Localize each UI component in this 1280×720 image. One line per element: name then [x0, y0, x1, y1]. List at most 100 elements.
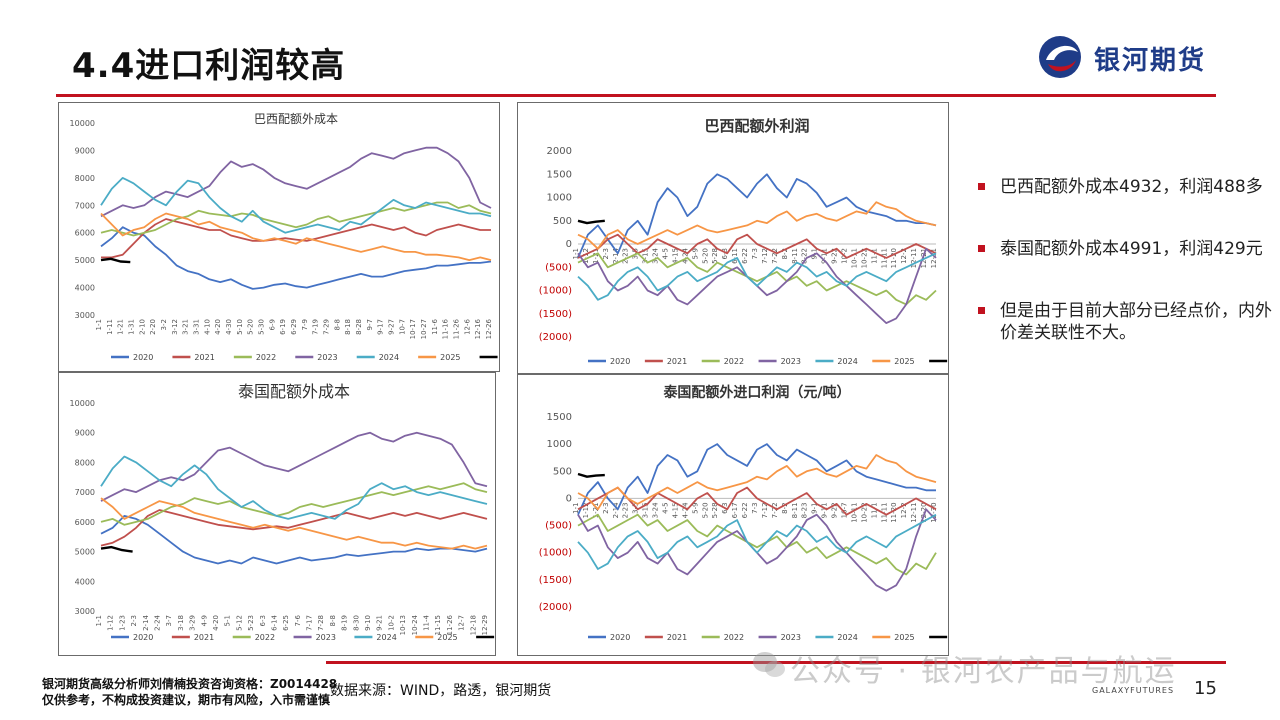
- x-tick-label: 10-24: [411, 614, 419, 635]
- y-tick-label: (1500): [539, 575, 572, 586]
- x-tick-label: 11-1: [870, 248, 878, 264]
- x-tick-label: 9-27: [388, 319, 396, 335]
- x-tick-label: 10-22: [860, 502, 868, 522]
- galaxy-logo-icon: [1039, 36, 1081, 78]
- x-tick-label: 5-20: [247, 319, 255, 335]
- logo-text: 银河期货: [1094, 46, 1207, 76]
- series-line-2021: [577, 486, 937, 516]
- y-tick-label: (2000): [539, 602, 572, 613]
- bullet-item: 泰国配额外成本4991，利润429元: [978, 238, 1278, 260]
- legend-label: 2025: [440, 353, 460, 362]
- x-tick-label: 1-1: [95, 615, 103, 626]
- bullet-item: 巴西配额外成本4932，利润488多: [978, 176, 1278, 198]
- x-tick-label: 7-22: [771, 248, 779, 264]
- x-tick-label: 3-12: [171, 319, 179, 335]
- series-line-2026: [100, 257, 131, 264]
- x-tick-label: 5-28: [711, 502, 719, 518]
- x-tick-label: 6-29: [290, 319, 298, 335]
- x-tick-label: 2-24: [153, 614, 161, 630]
- x-tick-label: 11-1: [870, 502, 878, 518]
- x-tick-label: 5-30: [258, 319, 266, 335]
- y-tick-label: (2000): [539, 332, 572, 343]
- legend-label: 2024: [837, 633, 857, 642]
- x-tick-label: 10-7: [841, 502, 849, 518]
- y-tick-label: 7000: [75, 201, 95, 210]
- legend-label: 2020: [133, 633, 153, 642]
- x-tick-label: 9-11: [821, 502, 829, 518]
- x-tick-label: 1-23: [118, 615, 126, 631]
- chart-title: 巴西配额外利润: [704, 117, 809, 135]
- x-tick-label: 10-17: [409, 319, 417, 339]
- x-tick-label: 3-31: [193, 319, 201, 335]
- x-tick-label: 5-1: [224, 615, 232, 626]
- x-tick-label: 2-14: [612, 247, 620, 263]
- y-tick-label: 1500: [547, 412, 572, 423]
- x-tick-label: 5-12: [235, 615, 243, 631]
- x-tick-label: 1-1: [572, 502, 580, 513]
- disclaimer: 银河期货高级分析师刘倩楠投资咨询资格：Z0014428 仅供参考，不构成投资建议…: [42, 676, 337, 708]
- legend-label: 2022: [255, 633, 275, 642]
- x-tick-label: 1-21: [592, 248, 600, 264]
- x-tick-label: 6-22: [741, 502, 749, 518]
- x-tick-label: 10-7: [398, 319, 406, 335]
- legend-label: 2025: [894, 357, 914, 366]
- y-tick-label: 8000: [75, 458, 95, 467]
- x-tick-label: 12-7: [458, 615, 466, 631]
- legend-label: 2024: [837, 357, 857, 366]
- wechat-icon: [753, 652, 785, 677]
- legend-label: 2020: [133, 353, 153, 362]
- x-tick-label: 7-6: [294, 614, 302, 626]
- y-tick-label: 6000: [75, 229, 95, 238]
- series-line-2025: [100, 497, 488, 550]
- x-tick-label: 12-11: [910, 502, 918, 522]
- series-line-2025: [577, 201, 937, 250]
- legend-label: 2024: [379, 353, 399, 362]
- x-tick-label: 1-12: [582, 502, 590, 518]
- x-tick-label: 6-11: [731, 248, 739, 264]
- y-tick-label: 500: [553, 466, 572, 477]
- x-tick-label: 6-9: [268, 319, 276, 330]
- x-tick-label: 4-20: [212, 615, 220, 631]
- x-tick-label: 7-3: [751, 502, 759, 513]
- legend-label: 2023: [317, 353, 337, 362]
- watermark: 公众号 · 银河农产品与航运: [790, 654, 1177, 689]
- x-tick-label: 4-5: [662, 502, 670, 513]
- x-tick-label: 4-15: [671, 502, 679, 518]
- x-tick-label: 5-23: [247, 615, 255, 631]
- legend-label: 2020: [610, 357, 630, 366]
- x-tick-label: 8-28: [355, 319, 363, 335]
- y-tick-label: 0: [566, 239, 572, 250]
- x-tick-label: 4-15: [671, 248, 679, 264]
- y-tick-label: 500: [553, 216, 572, 227]
- bullet-marker-icon: [978, 245, 985, 252]
- page-number: 15: [1194, 678, 1217, 699]
- x-tick-label: 1-21: [592, 502, 600, 518]
- x-tick-label: 7-28: [317, 615, 325, 631]
- x-tick-label: 2-23: [622, 248, 630, 264]
- bullet-list: 巴西配额外成本4932，利润488多 泰国配额外成本4991，利润429元 但是…: [978, 176, 1278, 384]
- x-tick-label: 1-11: [106, 319, 114, 335]
- legend-label: 2020: [610, 633, 630, 642]
- y-tick-label: (500): [545, 521, 572, 532]
- series-line-2022: [100, 482, 488, 526]
- bullet-text-thailand: 泰国配额外成本4991，利润429元: [1000, 239, 1263, 259]
- y-tick-label: 7000: [75, 488, 95, 497]
- series-line-2020: [100, 226, 492, 290]
- series-line-2022: [577, 513, 937, 576]
- y-tick-label: 1000: [547, 193, 572, 204]
- footer-divider: [326, 661, 1226, 664]
- series-line-2026: [577, 472, 605, 478]
- chart-brazil-profit: 巴西配额外利润 2000 1500 1000 500 0 (500) (1000) (1500)…: [539, 117, 948, 366]
- x-tick-label: 3-24: [652, 502, 660, 518]
- chart-panel-thailand-profit: 泰国配额外进口利润（元/吨） 1500 1000 500 0 (500) (1000) (15…: [517, 374, 949, 656]
- x-tick-label: 6-17: [731, 502, 739, 518]
- y-tick-label: 10000: [70, 399, 95, 408]
- x-tick-label: 12-11: [910, 248, 918, 268]
- series-line-2026: [100, 545, 133, 553]
- x-tick-label: 10-22: [860, 248, 868, 268]
- x-tick-label: 4-20: [214, 319, 222, 335]
- x-tick-label: 11-15: [434, 615, 442, 635]
- x-tick-label: 11-6: [431, 318, 439, 334]
- series-line-2022: [577, 252, 937, 306]
- x-tick-label: 8-2: [781, 248, 789, 259]
